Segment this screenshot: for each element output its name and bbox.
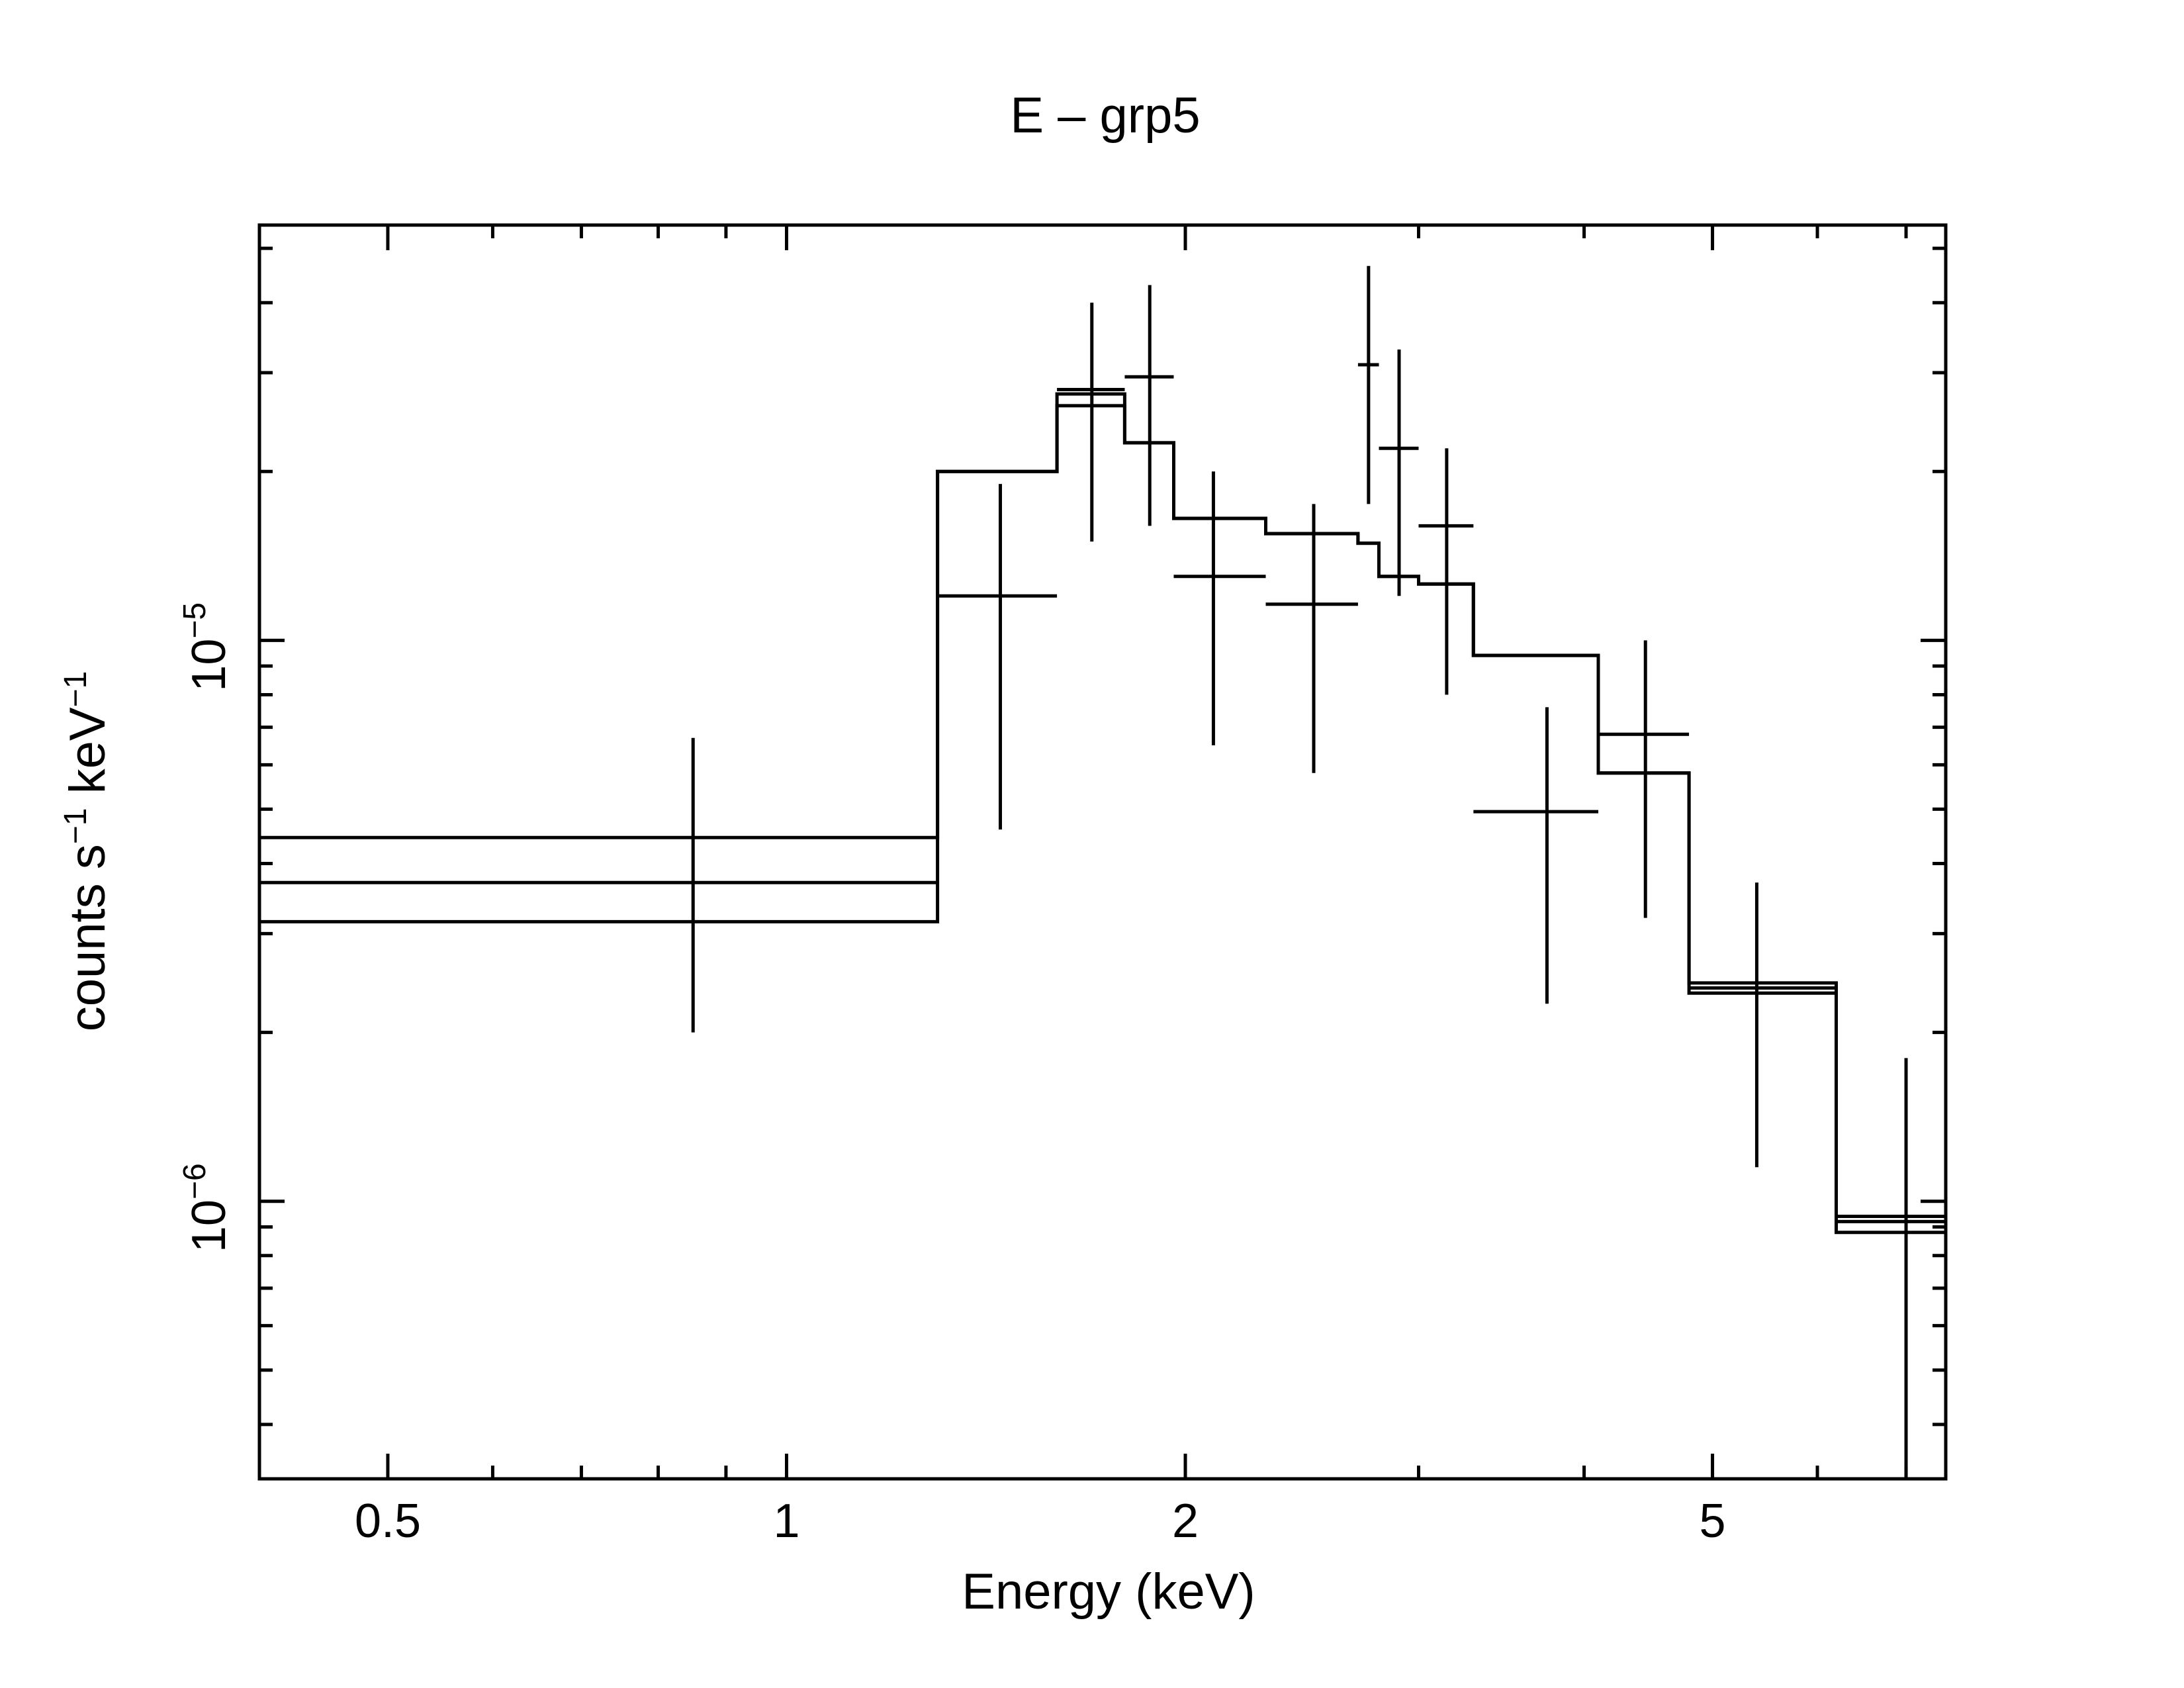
data-crosses — [259, 265, 1946, 1479]
y-tick-label: 10−5 — [177, 602, 236, 692]
y-tick-labels: 10−610−5 — [177, 602, 236, 1252]
y-tick-label-base: 10 — [183, 1199, 236, 1252]
x-axis-label: Energy (keV) — [962, 1564, 1255, 1620]
data-point — [259, 737, 938, 1033]
model-step-lower — [259, 404, 1946, 1235]
data-point — [1836, 1058, 1946, 1479]
x-tick-label: 0.5 — [355, 1495, 421, 1548]
data-point — [1173, 471, 1266, 745]
y-tick-label-base: 10 — [183, 639, 236, 692]
data-point — [1124, 285, 1174, 526]
data-point — [1689, 882, 1837, 1168]
data-point — [1265, 504, 1358, 773]
y-tick-label-exponent: −5 — [177, 602, 212, 639]
axis-ticks — [257, 225, 1946, 1479]
data-point — [1598, 640, 1690, 918]
x-tick-label: 2 — [1172, 1495, 1199, 1548]
data-point — [1473, 707, 1599, 1004]
x-tick-label: 5 — [1699, 1495, 1725, 1548]
model-steps — [259, 392, 1946, 1235]
data-point — [1057, 303, 1125, 542]
y-axis-label-exp1: −1 — [58, 808, 93, 845]
y-tick-label-exponent: −6 — [177, 1163, 212, 1199]
data-point — [1379, 349, 1419, 596]
y-axis-label: counts s−1 keV−1 — [58, 671, 116, 1032]
y-axis-label-prefix: counts s — [60, 844, 116, 1031]
chart-title: E – grp5 — [1010, 87, 1200, 144]
y-axis-label-middle: keV — [60, 707, 116, 808]
plot-frame — [257, 223, 1948, 1481]
x-tick-label: 1 — [773, 1495, 799, 1548]
y-tick-label: 10−6 — [177, 1163, 236, 1252]
data-point — [1418, 448, 1474, 695]
x-tick-labels: 0.5 1 2 5 — [355, 1495, 1726, 1548]
data-point — [937, 484, 1058, 830]
y-axis-label-exp2: −1 — [58, 671, 93, 708]
data-point — [1357, 265, 1379, 504]
